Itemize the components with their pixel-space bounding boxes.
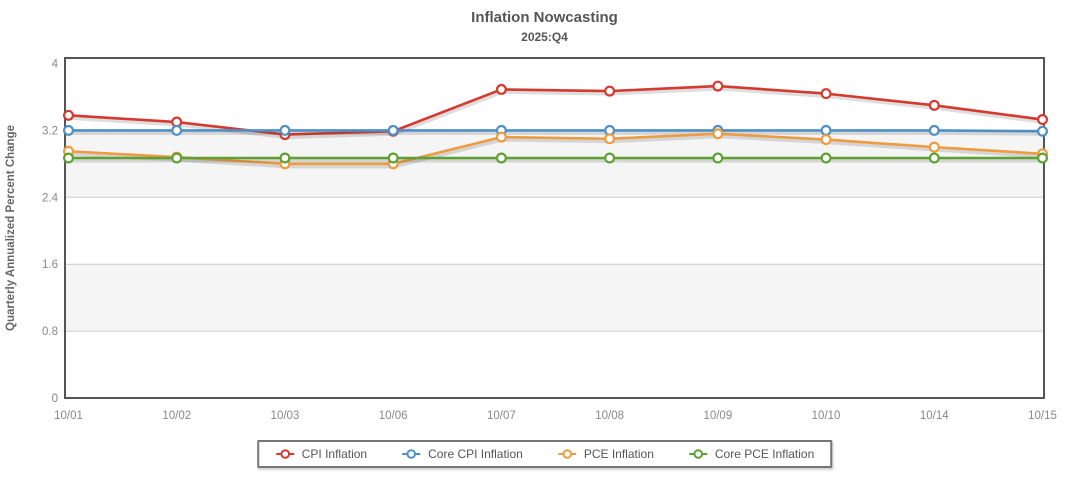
data-point[interactable] [712,152,724,164]
y-tick-label: 1.6 [42,259,58,271]
plot-band [65,331,1044,398]
series-line [68,129,1043,133]
x-tick-label: 10/02 [162,410,191,422]
data-point[interactable] [62,124,74,136]
legend-label: Core PCE Inflation [714,447,815,461]
plot-border [64,57,1045,399]
data-point[interactable] [1036,125,1048,137]
chart-header: Inflation Nowcasting 2025:Q4 [0,9,1089,45]
series-line [68,84,1043,136]
data-point[interactable] [604,152,616,164]
data-point[interactable] [495,83,507,95]
data-point[interactable] [928,99,940,111]
data-point[interactable] [495,152,507,164]
data-point[interactable] [387,124,399,136]
data-point[interactable] [820,88,832,100]
chart-subtitle: 2025:Q4 [521,29,568,44]
data-point[interactable] [604,85,616,97]
chart-title: Inflation Nowcasting [471,9,618,26]
series-line [68,132,1043,166]
data-point[interactable] [820,134,832,146]
y-axis-title: Quarterly Annualized Percent Change [5,125,17,331]
data-point[interactable] [820,124,832,136]
legend-label: PCE Inflation [583,447,654,461]
x-tick-label: 10/09 [703,410,732,422]
data-point[interactable] [62,152,74,164]
data-point[interactable] [387,152,399,164]
data-point[interactable] [171,152,183,164]
x-tick-label: 10/01 [54,410,83,422]
data-point[interactable] [820,152,832,164]
line-marker-icon [688,449,707,459]
series-pce-inflation [62,128,1048,170]
legend-item-pce-inflation[interactable]: PCE Inflation [557,447,654,461]
x-tick-label: 10/15 [1028,410,1057,422]
series-line-shadow [69,134,1044,169]
legend-item-core-pce-inflation[interactable]: Core PCE Inflation [688,447,814,461]
legend-label: Core CPI Inflation [428,447,523,461]
data-point[interactable] [928,152,940,164]
data-point[interactable] [62,109,74,121]
line-marker-icon [557,449,576,459]
data-point[interactable] [279,152,291,164]
y-tick-label: 3.2 [42,125,58,137]
plot-band [65,264,1044,332]
data-point[interactable] [928,141,940,153]
data-point[interactable] [1036,114,1048,126]
data-point[interactable] [279,124,291,136]
data-point[interactable] [1036,152,1048,164]
line-marker-icon [402,449,421,459]
plot-band [65,130,1044,198]
line-marker-icon [275,449,294,459]
data-point[interactable] [712,80,724,92]
data-point[interactable] [495,131,507,143]
y-tick-label: 0 [52,393,58,405]
chart-legend: CPI Inflation Core CPI Inflation PCE Inf… [256,440,833,468]
y-tick-label: 4 [52,59,59,71]
x-tick-label: 10/07 [487,410,516,422]
data-point[interactable] [171,124,183,136]
y-tick-label: 2.4 [42,192,59,204]
series-core-pce-inflation [62,152,1048,164]
chart-plot-area: 0 0.8 1.6 2.4 3.2 4 10/01 10/02 10/03 10/06 10/07 1… [5,57,1057,422]
plot-band [65,197,1044,265]
y-tick-label: 0.8 [42,326,58,338]
x-tick-label: 10/10 [812,410,841,422]
legend-item-cpi-inflation[interactable]: CPI Inflation [275,447,367,461]
data-point[interactable] [604,133,616,145]
x-tick-label: 10/06 [379,410,408,422]
data-point[interactable] [712,128,724,140]
x-tick-label: 10/08 [595,410,624,422]
legend-item-core-cpi-inflation[interactable]: Core CPI Inflation [401,447,523,461]
x-tick-label: 10/03 [271,410,300,422]
series-line-shadow [69,130,1044,136]
x-tick-label: 10/14 [920,410,949,422]
legend-label: CPI Inflation [301,447,368,461]
data-point[interactable] [928,124,940,136]
plot-band [65,63,1044,131]
